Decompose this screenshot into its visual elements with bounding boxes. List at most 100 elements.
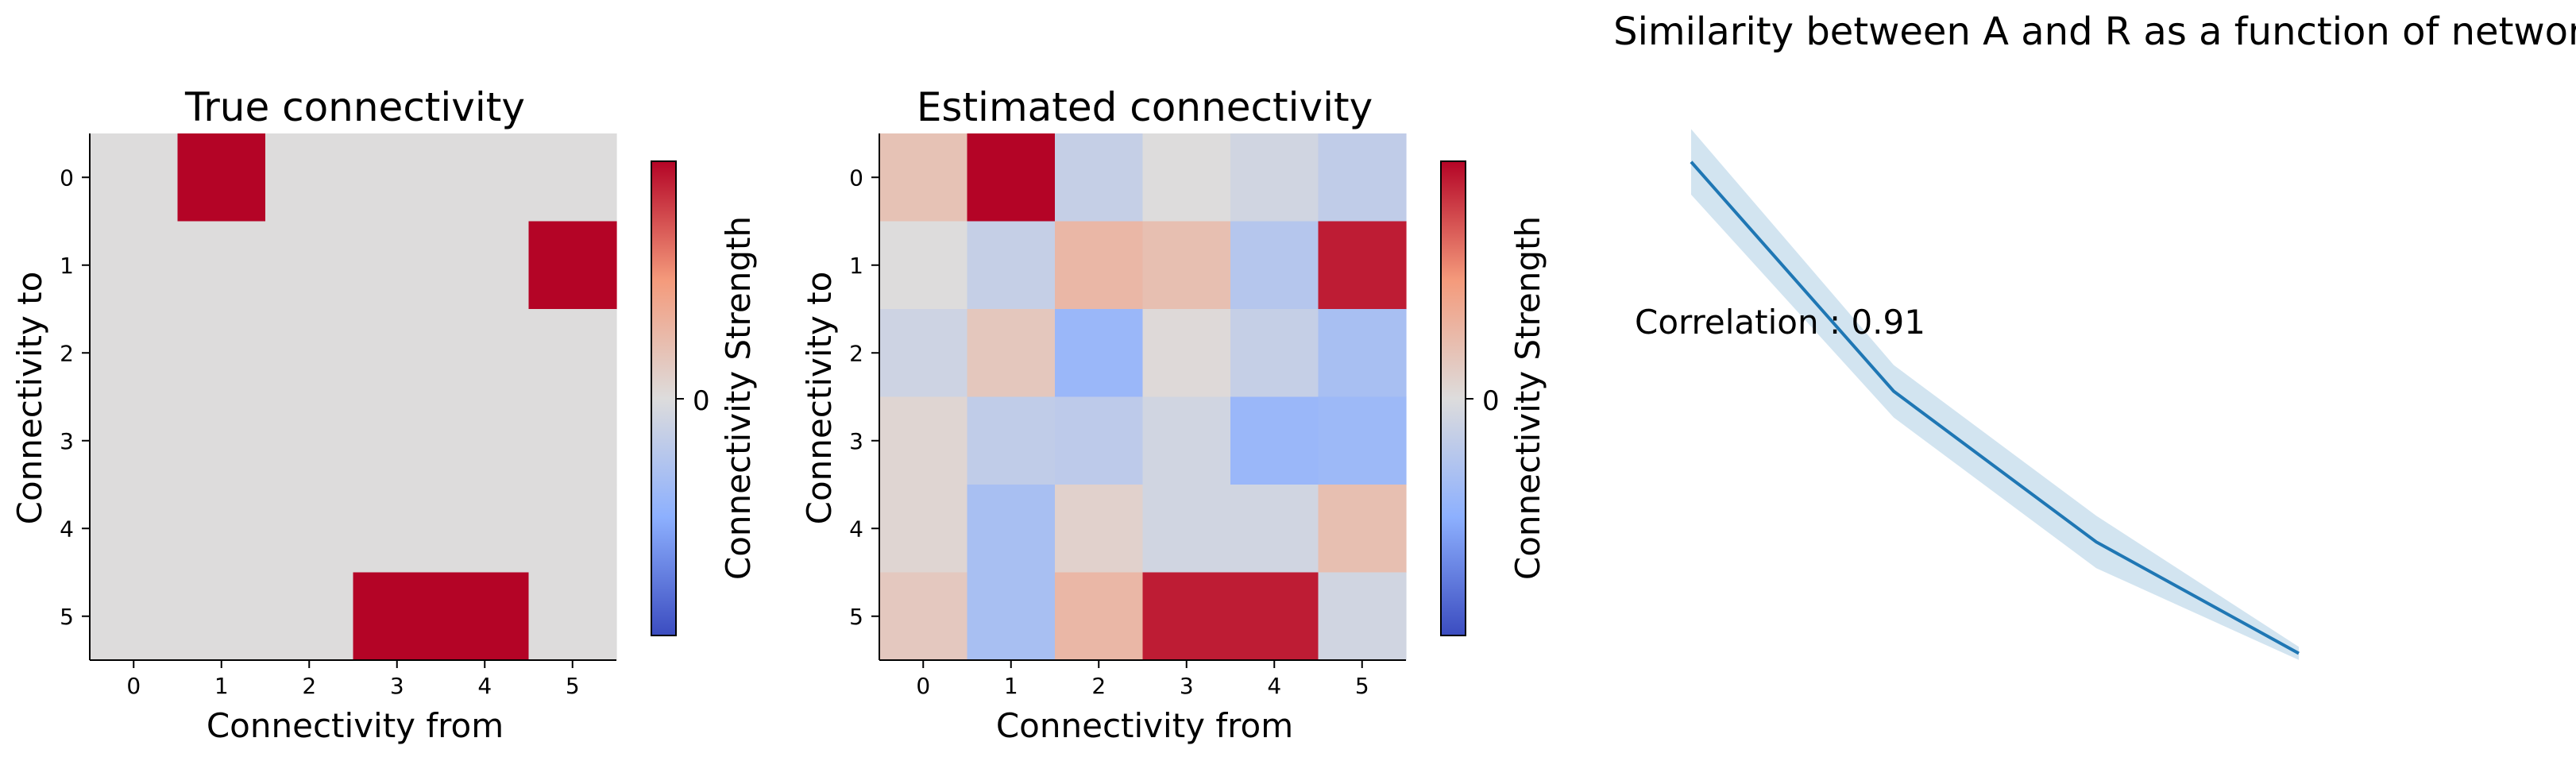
heatmap-cell <box>528 309 617 398</box>
heatmap-cell <box>967 485 1056 574</box>
heatmap-cell <box>967 396 1056 485</box>
heatmap-cell <box>265 309 354 398</box>
y-tick-label: 2 <box>849 340 863 366</box>
colorbar: 0 Connectivity Strength <box>651 160 758 636</box>
x-tick-labels: 0 1 2 3 4 5 <box>126 673 579 699</box>
y-tick-label: 1 <box>849 253 863 279</box>
x-axis-label: Connectivity from <box>207 706 504 745</box>
confidence-band <box>1691 129 2299 660</box>
estimated-connectivity-panel: Estimated connectivity 0 1 2 3 4 5 0 1 2 3 4 5 Con… <box>800 84 1547 745</box>
heatmap-cell <box>265 221 354 310</box>
heatmap-cell <box>967 221 1056 310</box>
x-tick-label: 4 <box>1267 673 1281 699</box>
heatmap-cell <box>265 485 354 574</box>
heatmap-cell <box>1055 221 1144 310</box>
y-tick-labels: 0 1 2 3 4 5 <box>849 164 863 630</box>
heatmap-cell <box>441 221 530 310</box>
x-tick-label: 4 <box>477 673 492 699</box>
heatmap-cell <box>967 572 1056 661</box>
y-axis-label: Connectivity to <box>10 272 49 525</box>
heatmap-cell <box>441 572 530 661</box>
panel-title: Similarity between A and R as a function… <box>1613 10 2576 54</box>
y-tick-labels: 0 1 2 3 4 5 <box>60 164 74 630</box>
heatmap-cell <box>441 309 530 398</box>
x-tick-label: 2 <box>1091 673 1106 699</box>
y-tick-label: 5 <box>60 604 74 630</box>
heatmap-cell <box>90 396 179 485</box>
heatmap-cell <box>265 133 354 222</box>
heatmap-cell <box>177 221 266 310</box>
heatmap-cells <box>879 133 1407 661</box>
heatmap-cell <box>528 485 617 574</box>
heatmap-cell <box>1055 396 1144 485</box>
heatmap-cell <box>1142 221 1231 310</box>
heatmap-cell <box>441 396 530 485</box>
heatmap-cell <box>1142 485 1231 574</box>
x-tick-label: 0 <box>916 673 930 699</box>
colorbar: 0 Connectivity Strength <box>1440 160 1547 636</box>
x-tick-label: 3 <box>1180 673 1194 699</box>
x-tick-label: 1 <box>214 673 229 699</box>
heatmap-cell <box>1318 396 1407 485</box>
heatmap-cell <box>177 396 266 485</box>
y-tick-label: 2 <box>60 340 74 366</box>
heatmap-cell <box>1318 221 1407 310</box>
heatmap-cell <box>967 309 1056 398</box>
x-tick-label: 0 <box>126 673 141 699</box>
panel-title: True connectivity <box>184 84 525 130</box>
heatmap-cell <box>1318 133 1407 222</box>
x-tick-labels: 0 1 2 3 4 5 <box>916 673 1369 699</box>
heatmap-axes <box>871 133 1406 668</box>
heatmap-cell <box>177 133 266 222</box>
heatmap-cell <box>1142 133 1231 222</box>
y-tick-label: 3 <box>60 428 74 454</box>
heatmap-cell <box>1230 485 1319 574</box>
x-axis-label: Connectivity from <box>996 706 1293 745</box>
heatmap-cell <box>1142 396 1231 485</box>
heatmap-cell <box>528 221 617 310</box>
heatmap-cell <box>879 485 968 574</box>
heatmap-cell <box>1318 485 1407 574</box>
heatmap-cell <box>1230 221 1319 310</box>
heatmap-cell <box>1055 133 1144 222</box>
heatmap-cell <box>90 485 179 574</box>
colorbar-tick-label: 0 <box>1482 385 1500 417</box>
y-tick-label: 0 <box>849 164 863 191</box>
heatmap-cell <box>90 221 179 310</box>
y-tick-label: 3 <box>849 428 863 454</box>
heatmap-axes <box>82 133 616 668</box>
heatmap-cell <box>528 396 617 485</box>
heatmap-cell <box>177 485 266 574</box>
heatmap-cell <box>1055 485 1144 574</box>
true-connectivity-panel: True connectivity 0 1 2 3 4 5 0 1 2 3 4 5 Connecti… <box>10 84 758 745</box>
heatmap-cell <box>90 572 179 661</box>
heatmap-cell <box>528 572 617 661</box>
correlation-annotation: Correlation : 0.91 <box>1635 303 1925 342</box>
heatmap-cell <box>353 396 442 485</box>
y-tick-label: 4 <box>60 516 74 542</box>
heatmap-cell <box>879 133 968 222</box>
heatmap-cell <box>1230 396 1319 485</box>
heatmap-cell <box>177 572 266 661</box>
heatmap-cell <box>1142 572 1231 661</box>
heatmap-cell <box>353 133 442 222</box>
heatmap-cell <box>353 485 442 574</box>
heatmap-cell <box>879 221 968 310</box>
heatmap-cell <box>1055 309 1144 398</box>
heatmap-cell <box>528 133 617 222</box>
heatmap-cell <box>265 396 354 485</box>
heatmap-cell <box>441 485 530 574</box>
heatmap-cell <box>177 309 266 398</box>
heatmap-cell <box>967 133 1056 222</box>
heatmap-cell <box>1230 572 1319 661</box>
x-tick-label: 3 <box>390 673 404 699</box>
heatmap-cell <box>1318 572 1407 661</box>
heatmap-cell <box>353 572 442 661</box>
heatmap-cell <box>1142 309 1231 398</box>
heatmap-cell <box>90 309 179 398</box>
y-tick-label: 0 <box>60 164 74 191</box>
series-line <box>1690 160 2300 655</box>
x-tick-label: 5 <box>566 673 580 699</box>
colorbar-tick-label: 0 <box>693 385 710 417</box>
